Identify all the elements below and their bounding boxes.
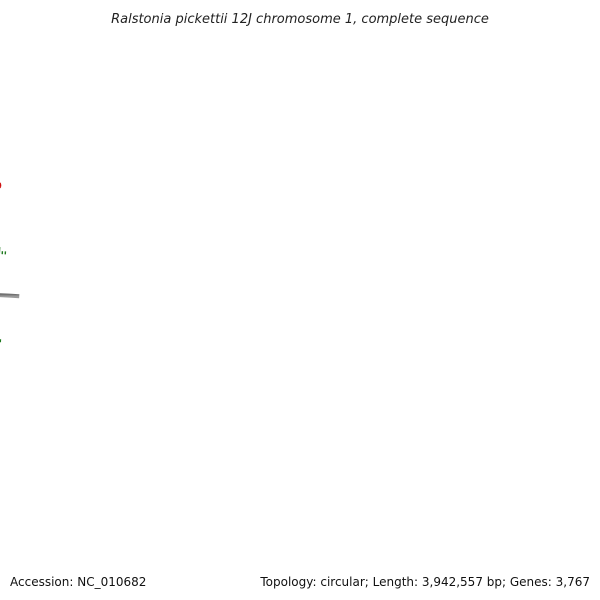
genome-summary-text: Topology: circular; Length: 3,942,557 bp… bbox=[259, 575, 590, 589]
map-title: Ralstonia pickettii 12J chromosome 1, co… bbox=[111, 12, 489, 27]
backbone-arc bbox=[0, 293, 20, 299]
outer-tick-track bbox=[0, 247, 7, 255]
accession-text: Accession: NC_010682 bbox=[10, 575, 146, 589]
gene-label: Rpic_0019 bbox=[0, 181, 2, 192]
gene-labels: Rpic_0014Rpic_0015Rpic_0016Rpic_0017Rpic… bbox=[0, 181, 2, 192]
